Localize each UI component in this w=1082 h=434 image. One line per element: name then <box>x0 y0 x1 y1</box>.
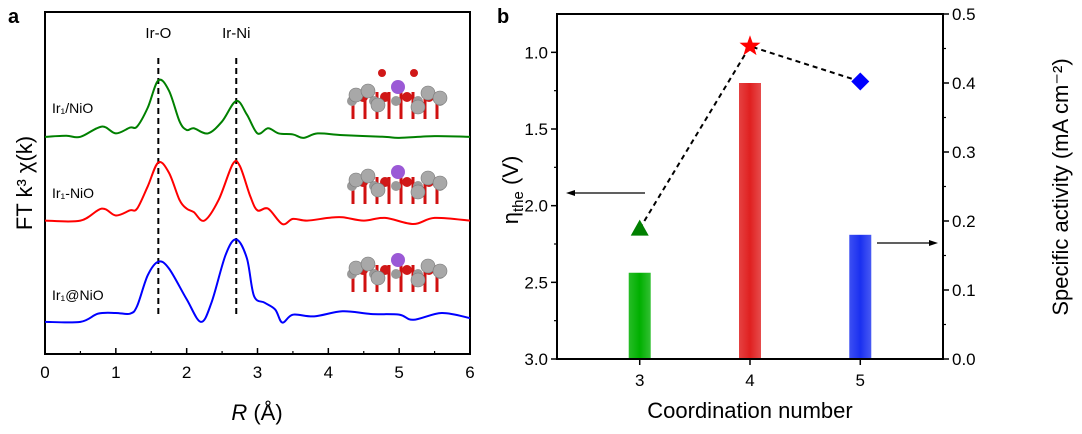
arrow-right-icon <box>929 240 938 246</box>
x-tick-label-a: 6 <box>465 363 474 382</box>
nickel-atom <box>432 90 448 106</box>
nickel-atom <box>432 175 448 191</box>
eta-subscript: the <box>510 191 527 212</box>
spectrum-line <box>44 78 471 139</box>
x-tick-label-b: 3 <box>635 371 644 390</box>
right-y-tick-label: 0.2 <box>952 212 976 231</box>
iridium-atom <box>391 253 405 267</box>
atomic-structure-illustration <box>347 69 448 119</box>
spectrum-line <box>44 159 471 226</box>
nickel-atom <box>391 181 401 191</box>
left-y-tick-label: 1.0 <box>524 43 548 62</box>
ticks-b: 3 4 5 1.0 1.5 2.0 2.5 3.0 0.0 0.1 0.2 0.3 0.4 0.5 <box>524 5 975 390</box>
right-y-tick-label: 0.5 <box>952 5 976 24</box>
x-axis-label-b: Coordination number <box>647 398 852 423</box>
nickel-atom <box>410 272 426 288</box>
iridium-atom <box>391 80 405 94</box>
oxygen-atom <box>402 92 412 102</box>
eta-unit: (V) <box>498 156 523 191</box>
bar-specific-activity <box>628 272 651 359</box>
bars <box>628 83 872 359</box>
iridium-atom <box>391 165 405 179</box>
x-tick-label-a: 1 <box>111 363 120 382</box>
oxygen-atom <box>402 177 412 187</box>
bar-specific-activity <box>739 83 761 359</box>
oxygen-atom <box>402 265 412 275</box>
oxygen-atom <box>410 69 418 77</box>
nickel-atom <box>432 263 448 279</box>
spectra: Ir₁/NiO Ir₁-NiO Ir₁@NiO <box>44 78 471 324</box>
panel-a: a 0 1 2 3 4 5 6 Ir-O Ir-Ni Ir₁/NiO Ir₁-NiO Ir₁@Ni… <box>8 6 475 425</box>
x-ticks-a: 0 1 2 3 4 5 6 <box>40 348 475 382</box>
nickel-atom <box>360 256 376 272</box>
left-y-axis-label: ηthe (V) <box>498 156 527 225</box>
y-axis-label-a: FT k³ χ(k) <box>12 136 37 230</box>
reference-label: Ir-O <box>145 25 171 42</box>
panel-b-label: b <box>497 6 509 28</box>
nickel-atom <box>360 83 376 99</box>
reference-label: Ir-Ni <box>222 25 250 42</box>
left-y-tick-label: 3.0 <box>524 350 548 369</box>
x-axis-label-a: R (Å) <box>231 400 282 425</box>
left-y-tick-label: 2.5 <box>524 273 548 292</box>
oxygen-atom <box>378 69 386 77</box>
x-tick-label-a: 0 <box>40 363 49 382</box>
structure-insets <box>347 69 448 292</box>
atomic-structure-illustration <box>347 165 448 204</box>
series-label: Ir₁/NiO <box>52 100 93 116</box>
x-tick-label-b: 4 <box>745 371 754 390</box>
panel-b: b 3 4 5 1.0 1.5 2.0 2.5 3.0 0.0 0.1 0.2 0.3 0.4 0.5 C… <box>497 5 1073 423</box>
right-y-tick-label: 0.0 <box>952 350 976 369</box>
atomic-structure-illustration <box>347 253 448 292</box>
reference-lines: Ir-O Ir-Ni <box>145 25 250 314</box>
left-y-tick-label: 2.0 <box>524 197 548 216</box>
x-label-unit: (Å) <box>253 400 282 425</box>
series-label: Ir₁@NiO <box>52 287 104 303</box>
right-y-axis-label: Specific activity (mA cm⁻²) <box>1048 58 1073 315</box>
nickel-atom <box>410 184 426 200</box>
overpotential-series <box>630 35 870 236</box>
left-y-tick-label: 1.5 <box>524 120 548 139</box>
triangle-marker <box>630 219 649 236</box>
x-label-symbol: R <box>231 400 247 425</box>
overpotential-line <box>638 45 861 230</box>
nickel-atom <box>370 182 386 198</box>
nickel-atom <box>370 97 386 113</box>
left-arrow <box>566 190 645 196</box>
x-tick-label-a: 2 <box>182 363 191 382</box>
nickel-atom <box>410 99 426 115</box>
right-y-tick-label: 0.4 <box>952 74 976 93</box>
panel-a-label: a <box>8 6 20 28</box>
diamond-marker <box>851 72 870 91</box>
nickel-atom <box>391 96 401 106</box>
x-tick-label-a: 4 <box>324 363 333 382</box>
right-y-tick-label: 0.1 <box>952 281 976 300</box>
spectrum-line <box>44 238 471 324</box>
eta-symbol: η <box>498 212 523 224</box>
x-tick-label-a: 5 <box>394 363 403 382</box>
series-label: Ir₁-NiO <box>52 185 94 201</box>
arrow-left-icon <box>566 190 575 196</box>
star-marker <box>739 35 761 56</box>
nickel-atom <box>391 269 401 279</box>
right-y-tick-label: 0.3 <box>952 143 976 162</box>
x-tick-label-a: 3 <box>253 363 262 382</box>
right-arrow <box>877 240 938 246</box>
nickel-atom <box>370 270 386 286</box>
x-tick-label-b: 5 <box>856 371 865 390</box>
nickel-atom <box>360 168 376 184</box>
bar-specific-activity <box>849 234 872 359</box>
